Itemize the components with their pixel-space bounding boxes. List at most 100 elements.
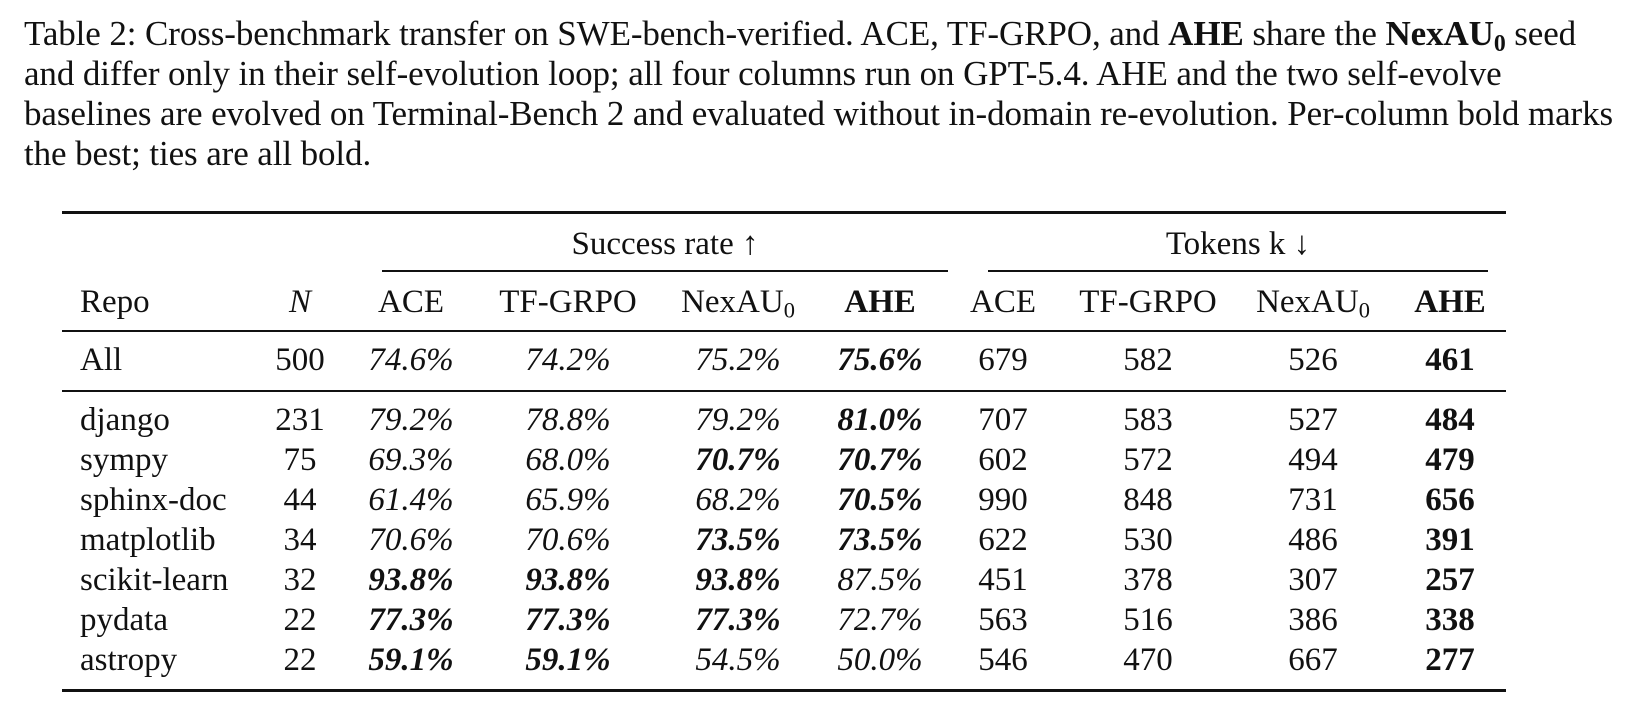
- cell-success-rate: 81.0%: [837, 402, 923, 438]
- cell-tokens: 461: [1425, 342, 1475, 378]
- cell-repo: matplotlib: [80, 522, 216, 558]
- cell-tokens: 386: [1288, 602, 1338, 638]
- nexau-label-sub: 0: [783, 297, 795, 323]
- cell-tokens: 307: [1288, 562, 1338, 598]
- cell-success-rate: 73.5%: [695, 522, 781, 558]
- col-header-n: N: [288, 284, 311, 320]
- cell-repo: All: [80, 342, 123, 378]
- cell-success-rate: 78.8%: [525, 402, 611, 438]
- cell-n: 500: [275, 342, 325, 378]
- cell-success-rate: 70.5%: [837, 482, 923, 518]
- tokens-cmidrule: [988, 270, 1488, 272]
- cell-tokens: 848: [1123, 482, 1173, 518]
- col-header-ace-tokens: ACE: [970, 284, 1036, 320]
- cell-success-rate: 70.6%: [368, 522, 454, 558]
- cell-tokens: 546: [978, 642, 1028, 678]
- cell-tokens: 494: [1288, 442, 1338, 478]
- cell-tokens: 451: [978, 562, 1028, 598]
- cell-success-rate: 77.3%: [525, 602, 611, 638]
- col-header-tfgrpo-success: TF-GRPO: [499, 284, 637, 320]
- cell-success-rate: 75.6%: [837, 342, 923, 378]
- col-header-ace-success: ACE: [378, 284, 444, 320]
- cell-success-rate: 72.7%: [837, 602, 923, 638]
- cell-success-rate: 93.8%: [525, 562, 611, 598]
- cell-success-rate: 75.2%: [695, 342, 781, 378]
- cell-repo: scikit-learn: [80, 562, 229, 598]
- cell-success-rate: 70.7%: [837, 442, 923, 478]
- cell-tokens: 277: [1425, 642, 1475, 678]
- cell-tokens: 486: [1288, 522, 1338, 558]
- col-header-ahe-success: AHE: [844, 284, 916, 320]
- cell-tokens: 484: [1425, 402, 1475, 438]
- caption-seed-sub: 0: [1493, 30, 1506, 57]
- col-header-nexau-tokens: NexAU0: [1238, 282, 1388, 322]
- all-row-rule: [62, 390, 1506, 392]
- cell-success-rate: 79.2%: [368, 402, 454, 438]
- caption-text-3: seed and differ only in their self-evolu…: [24, 14, 1614, 173]
- cell-success-rate: 79.2%: [695, 402, 781, 438]
- caption-seed: NexAU0: [1385, 14, 1505, 56]
- cell-tokens: 667: [1288, 642, 1338, 678]
- cell-success-rate: 87.5%: [837, 562, 923, 598]
- cell-repo: pydata: [80, 602, 168, 638]
- cell-success-rate: 69.3%: [368, 442, 454, 478]
- cell-tokens: 572: [1123, 442, 1173, 478]
- cell-tokens: 656: [1425, 482, 1475, 518]
- cell-success-rate: 74.2%: [525, 342, 611, 378]
- cell-success-rate: 61.4%: [368, 482, 454, 518]
- cell-tokens: 338: [1425, 602, 1475, 638]
- cell-repo: sphinx-doc: [80, 482, 227, 518]
- cell-tokens: 479: [1425, 442, 1475, 478]
- cell-success-rate: 93.8%: [368, 562, 454, 598]
- group-header-tokens: Tokens k ↓: [1165, 226, 1311, 262]
- cell-tokens: 731: [1288, 482, 1338, 518]
- nexau-label-base: NexAU: [1256, 284, 1359, 320]
- cell-repo: sympy: [80, 442, 169, 478]
- cell-tokens: 622: [978, 522, 1028, 558]
- success-cmidrule: [382, 270, 948, 272]
- cell-n: 22: [283, 602, 317, 638]
- cell-n: 22: [283, 642, 317, 678]
- cell-success-rate: 68.0%: [525, 442, 611, 478]
- col-header-tfgrpo-tokens: TF-GRPO: [1079, 284, 1217, 320]
- nexau-label-sub: 0: [1358, 297, 1370, 323]
- caption-label: Table 2:: [24, 14, 137, 53]
- cell-success-rate: 65.9%: [525, 482, 611, 518]
- cell-success-rate: 59.1%: [368, 642, 454, 678]
- cell-tokens: 563: [978, 602, 1028, 638]
- caption-seed-base: NexAU: [1385, 14, 1494, 53]
- cell-success-rate: 77.3%: [695, 602, 781, 638]
- cell-success-rate: 50.0%: [837, 642, 923, 678]
- cell-tokens: 470: [1123, 642, 1173, 678]
- header-rule: [62, 330, 1506, 332]
- cell-success-rate: 59.1%: [525, 642, 611, 678]
- cell-tokens: 583: [1123, 402, 1173, 438]
- cell-tokens: 582: [1123, 342, 1173, 378]
- cell-success-rate: 93.8%: [695, 562, 781, 598]
- cell-tokens: 530: [1123, 522, 1173, 558]
- cell-success-rate: 70.6%: [525, 522, 611, 558]
- top-rule: [62, 211, 1506, 214]
- cell-success-rate: 54.5%: [695, 642, 781, 678]
- cell-tokens: 679: [978, 342, 1028, 378]
- cell-tokens: 391: [1425, 522, 1475, 558]
- caption-ahe: AHE: [1168, 14, 1244, 53]
- col-header-nexau-success: NexAU0: [668, 282, 808, 322]
- nexau-label-base: NexAU: [681, 284, 784, 320]
- col-header-ahe-tokens: AHE: [1414, 284, 1486, 320]
- cell-tokens: 707: [978, 402, 1028, 438]
- cell-tokens: 516: [1123, 602, 1173, 638]
- cell-repo: astropy: [80, 642, 178, 678]
- caption-text-1: Cross-benchmark transfer on SWE-bench-ve…: [136, 14, 1169, 53]
- caption-text-2: share the: [1243, 14, 1386, 53]
- table-caption: Table 2: Cross-benchmark transfer on SWE…: [24, 14, 1614, 174]
- cell-success-rate: 68.2%: [695, 482, 781, 518]
- cell-repo: django: [80, 402, 170, 438]
- cell-success-rate: 70.7%: [695, 442, 781, 478]
- bottom-rule: [62, 689, 1506, 692]
- col-header-repo: Repo: [80, 284, 150, 320]
- cell-success-rate: 77.3%: [368, 602, 454, 638]
- cell-n: 34: [283, 522, 317, 558]
- cell-success-rate: 73.5%: [837, 522, 923, 558]
- cell-n: 231: [275, 402, 325, 438]
